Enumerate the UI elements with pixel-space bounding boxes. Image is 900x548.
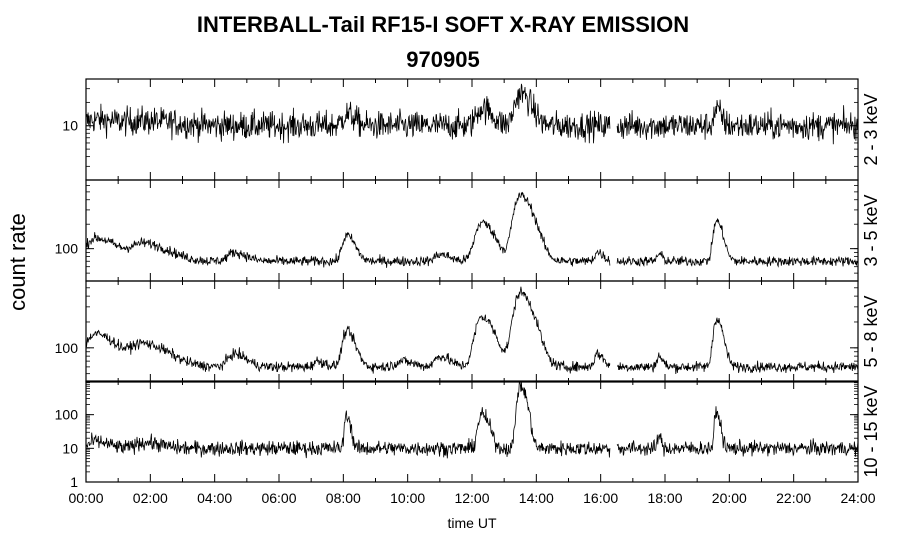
- x-tick-label: 08:00: [326, 490, 361, 506]
- x-tick-label: 20:00: [712, 490, 747, 506]
- x-tick-label: 16:00: [583, 490, 618, 506]
- x-tick-label: 06:00: [261, 490, 296, 506]
- x-tick-label: 10:00: [390, 490, 425, 506]
- x-tick-label: 04:00: [197, 490, 232, 506]
- x-axis-label: time UT: [448, 515, 497, 531]
- y-tick-label: 100: [55, 241, 79, 257]
- y-tick-label: 1: [70, 474, 78, 490]
- y-tick-label: 100: [55, 407, 79, 423]
- chart-title: INTERBALL-Tail RF15-I SOFT X-RAY EMISSIO…: [196, 12, 690, 37]
- x-tick-label: 24:00: [840, 490, 875, 506]
- x-tick-label: 02:00: [133, 490, 168, 506]
- x-tick-label: 00:00: [68, 490, 103, 506]
- x-tick-label: 22:00: [776, 490, 811, 506]
- y-tick-label: 100: [55, 340, 79, 356]
- series-line: [85, 381, 859, 459]
- x-tick-label: 12:00: [454, 490, 489, 506]
- series-line: [85, 286, 859, 375]
- panel-label: 5 - 8 keV: [861, 295, 881, 367]
- panel-label: 3 - 5 keV: [861, 194, 881, 266]
- x-tick-label: 14:00: [519, 490, 554, 506]
- series-line: [85, 191, 859, 268]
- y-tick-label: 10: [62, 118, 78, 134]
- y-axis-label: count rate: [5, 213, 30, 311]
- panel-frame: [85, 179, 859, 282]
- x-tick-label: 18:00: [647, 490, 682, 506]
- chart-subtitle: 970905: [406, 47, 480, 72]
- panel-frame: [85, 380, 859, 483]
- panel-label: 10 - 15 keV: [861, 385, 881, 477]
- panel-label: 2 - 3 keV: [861, 93, 881, 165]
- series-line: [85, 83, 859, 145]
- y-tick-label: 10: [62, 440, 78, 456]
